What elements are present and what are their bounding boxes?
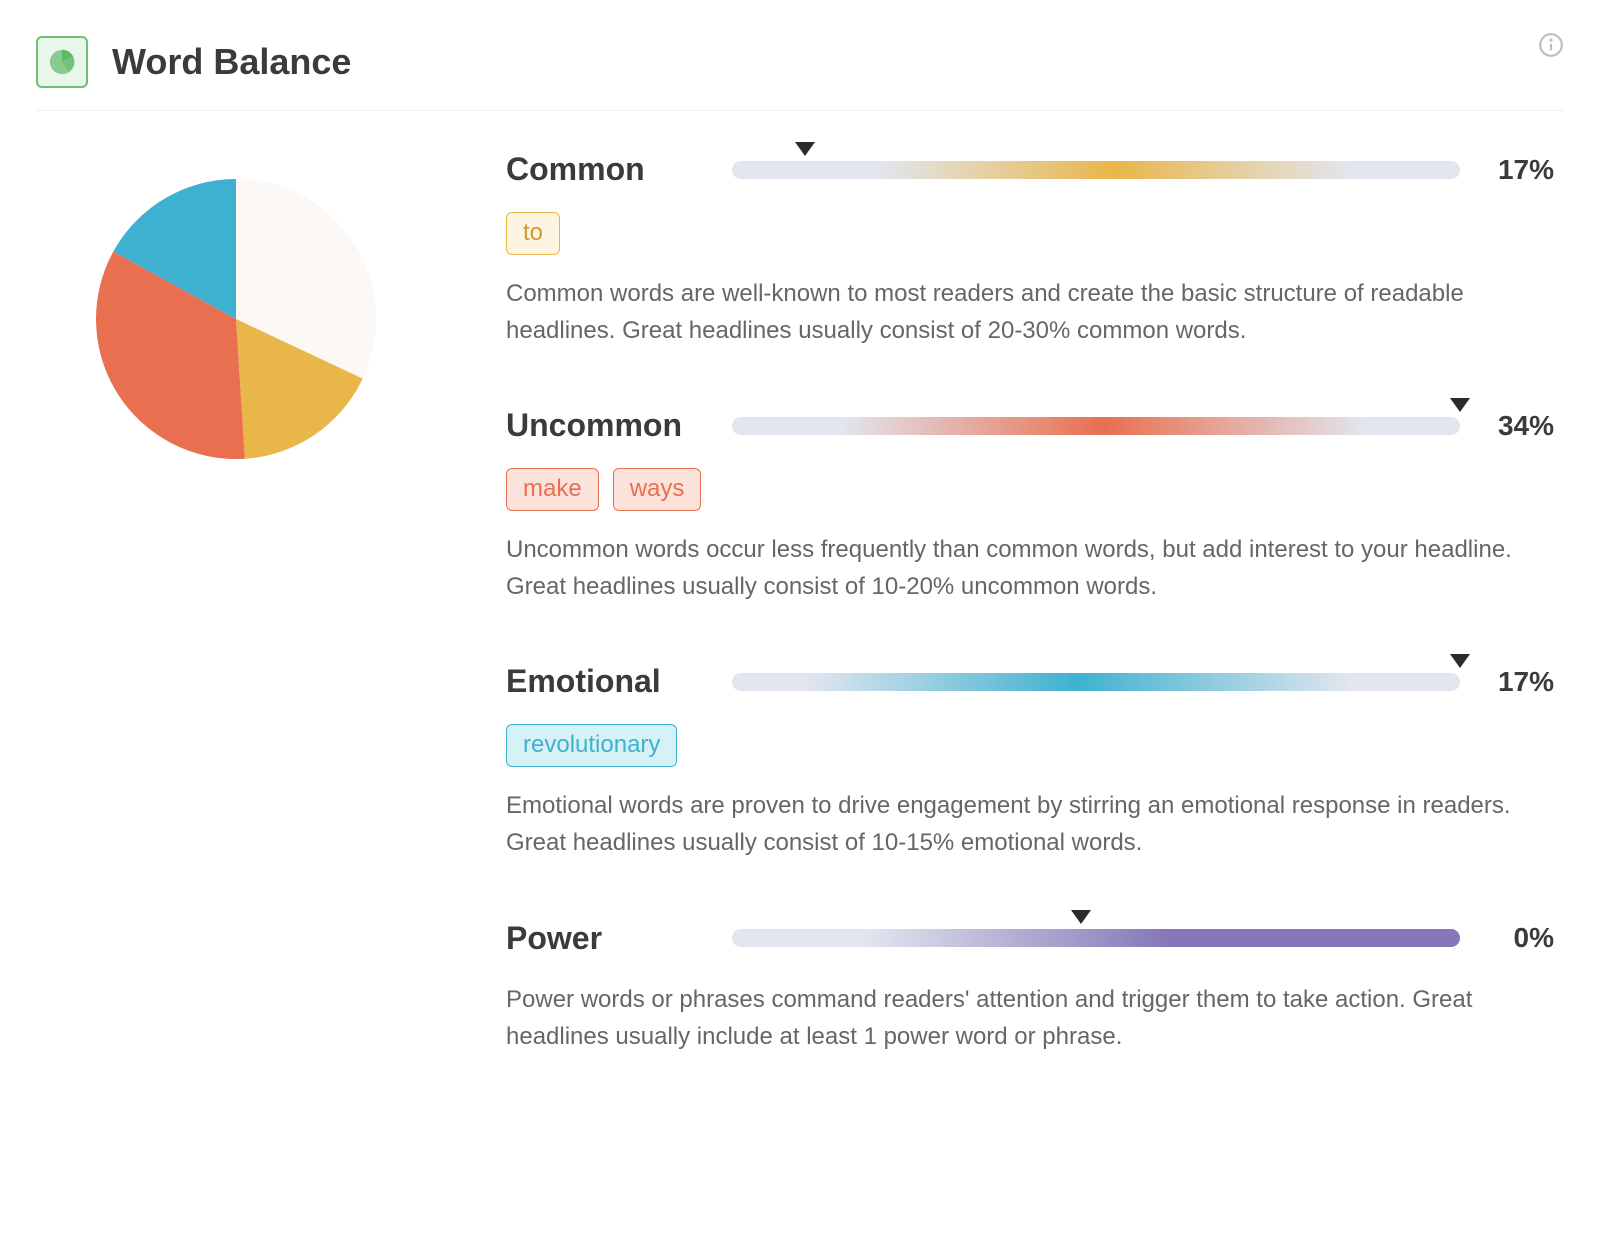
word-tag: to	[506, 212, 560, 255]
category-header-row: Power 0%	[506, 920, 1554, 957]
score-bar	[732, 673, 1460, 691]
panel-title: Word Balance	[112, 41, 351, 83]
category-title: Power	[506, 920, 706, 957]
score-bar-wrap	[732, 929, 1460, 947]
category-common: Common 17% to Common words are well-known t…	[506, 151, 1554, 349]
category-description: Emotional words are proven to drive enga…	[506, 787, 1554, 861]
pie-chart-column	[36, 151, 506, 1113]
category-header-row: Common 17%	[506, 151, 1554, 188]
panel-content: Common 17% to Common words are well-known t…	[36, 111, 1564, 1113]
category-description: Uncommon words occur less frequently tha…	[506, 531, 1554, 605]
category-title: Uncommon	[506, 407, 706, 444]
score-bar-wrap	[732, 673, 1460, 691]
category-power: Power 0% Power words or phrases command re…	[506, 920, 1554, 1055]
score-bar	[732, 929, 1460, 947]
score-bar	[732, 417, 1460, 435]
category-percent: 17%	[1486, 666, 1554, 698]
category-description: Power words or phrases command readers' …	[506, 981, 1554, 1055]
word-balance-pie-chart	[96, 179, 376, 459]
word-tag: revolutionary	[506, 724, 677, 767]
word-balance-panel: Word Balance Common 17% to Common words are…	[0, 0, 1600, 1173]
marker-caret-icon	[795, 142, 815, 156]
word-tag: make	[506, 468, 599, 511]
score-bar	[732, 161, 1460, 179]
score-bar-wrap	[732, 417, 1460, 435]
category-percent: 34%	[1486, 410, 1554, 442]
info-icon[interactable]	[1538, 32, 1564, 58]
marker-caret-icon	[1450, 398, 1470, 412]
panel-header: Word Balance	[36, 20, 1564, 111]
word-tags: make ways	[506, 468, 1554, 511]
category-description: Common words are well-known to most read…	[506, 275, 1554, 349]
categories-list: Common 17% to Common words are well-known t…	[506, 151, 1564, 1113]
category-title: Common	[506, 151, 706, 188]
category-header-row: Uncommon 34%	[506, 407, 1554, 444]
pie-chart-icon	[36, 36, 88, 88]
category-uncommon: Uncommon 34% make ways Uncommon words occur …	[506, 407, 1554, 605]
word-tags: revolutionary	[506, 724, 1554, 767]
marker-caret-icon	[1450, 654, 1470, 668]
category-emotional: Emotional 17% revolutionary Emotional words…	[506, 663, 1554, 861]
word-tags: to	[506, 212, 1554, 255]
score-bar-wrap	[732, 161, 1460, 179]
category-percent: 17%	[1486, 154, 1554, 186]
word-tag: ways	[613, 468, 702, 511]
category-title: Emotional	[506, 663, 706, 700]
marker-caret-icon	[1071, 910, 1091, 924]
category-percent: 0%	[1486, 922, 1554, 954]
category-header-row: Emotional 17%	[506, 663, 1554, 700]
